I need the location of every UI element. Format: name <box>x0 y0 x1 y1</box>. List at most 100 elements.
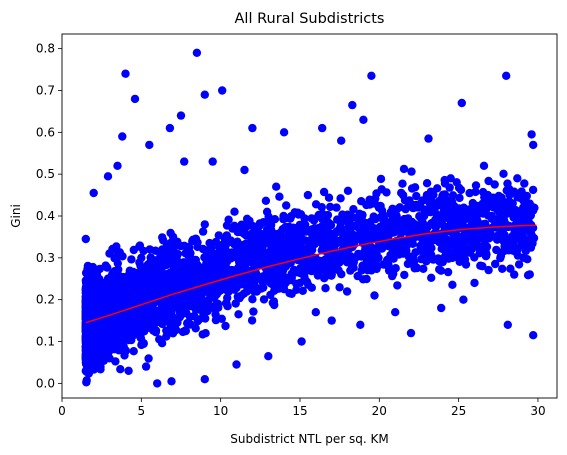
scatter-point <box>439 229 447 237</box>
scatter-point <box>282 201 290 209</box>
x-tick-label: 0 <box>58 404 66 418</box>
scatter-point <box>262 197 270 205</box>
scatter-point <box>189 272 197 280</box>
scatter-point <box>504 321 512 329</box>
scatter-point <box>459 296 467 304</box>
scatter-point <box>82 235 90 243</box>
scatter-point <box>439 191 447 199</box>
scatter-point <box>449 231 457 239</box>
scatter-point <box>484 266 492 274</box>
y-tick-label: 0.1 <box>36 335 55 349</box>
scatter-point <box>386 251 394 259</box>
chart-title: All Rural Subdistricts <box>235 11 385 27</box>
x-tick-label: 5 <box>138 404 146 418</box>
scatter-point <box>312 200 320 208</box>
scatter-point <box>441 176 449 184</box>
x-tick-label: 10 <box>213 404 228 418</box>
scatter-point <box>193 243 201 251</box>
scatter-point <box>322 272 330 280</box>
scatter-point <box>346 266 354 274</box>
scatter-point <box>264 352 272 360</box>
scatter-point <box>366 218 374 226</box>
scatter-point <box>254 228 262 236</box>
scatter-point <box>230 208 238 216</box>
scatter-point <box>529 141 537 149</box>
scatter-point <box>448 198 456 206</box>
scatter-point <box>201 91 209 99</box>
scatter-point <box>400 165 408 173</box>
scatter-point <box>417 214 425 222</box>
scatter-point <box>221 322 229 330</box>
scatter-point <box>120 317 128 325</box>
scatter-point <box>270 301 278 309</box>
scatter-point <box>271 215 279 223</box>
scatter-point <box>230 286 238 294</box>
scatter-point <box>114 324 122 332</box>
scatter-point <box>180 157 188 165</box>
scatter-point <box>299 221 307 229</box>
scatter-point <box>215 259 223 267</box>
scatter-point <box>391 308 399 316</box>
scatter-point <box>130 347 138 355</box>
scatter-point <box>171 323 179 331</box>
scatter-point <box>456 258 464 266</box>
scatter-point <box>244 218 252 226</box>
scatter-point <box>408 184 416 192</box>
scatter-point <box>434 200 442 208</box>
scatter-point <box>232 360 240 368</box>
scatter-point <box>466 205 474 213</box>
scatter-point <box>409 240 417 248</box>
scatter-point <box>166 229 174 237</box>
scatter-point <box>466 214 474 222</box>
scatter-point <box>118 132 126 140</box>
scatter-point <box>185 243 193 251</box>
scatter-point <box>201 314 209 322</box>
plot-area <box>62 34 557 398</box>
scatter-point <box>277 232 285 240</box>
scatter-point <box>253 287 261 295</box>
scatter-point <box>263 225 271 233</box>
scatter-point <box>517 190 525 198</box>
scatter-point <box>248 124 256 132</box>
scatter-point <box>482 248 490 256</box>
scatter-point <box>348 101 356 109</box>
scatter-point <box>358 211 366 219</box>
scatter-point <box>170 255 178 263</box>
y-tick-label: 0.4 <box>36 209 55 223</box>
scatter-point <box>435 265 443 273</box>
scatter-point <box>448 281 456 289</box>
scatter-point <box>175 313 183 321</box>
scatter-point <box>377 175 385 183</box>
scatter-point <box>314 270 322 278</box>
scatter-point <box>470 279 478 287</box>
scatter-point <box>201 375 209 383</box>
scatter-point <box>218 248 226 256</box>
x-tick-label: 25 <box>451 404 466 418</box>
scatter-point <box>137 324 145 332</box>
scatter-point <box>290 266 298 274</box>
scatter-point <box>119 285 127 293</box>
scatter-point <box>259 275 267 283</box>
scatter-point <box>378 206 386 214</box>
scatter-point <box>194 262 202 270</box>
scatter-point <box>215 231 223 239</box>
scatter-point <box>152 268 160 276</box>
scatter-point <box>448 240 456 248</box>
scatter-point <box>479 188 487 196</box>
scatter-point <box>374 254 382 262</box>
scatter-point <box>149 327 157 335</box>
scatter-point <box>407 329 415 337</box>
scatter-point <box>153 379 161 387</box>
scatter-point <box>147 259 155 267</box>
scatter-point <box>528 235 536 243</box>
scatter-point <box>197 297 205 305</box>
scatter-point <box>295 230 303 238</box>
scatter-point <box>393 281 401 289</box>
scatter-point <box>335 283 343 291</box>
scatter-point <box>136 292 144 300</box>
scatter-point <box>514 251 522 259</box>
scatter-point <box>492 246 500 254</box>
scatter-point <box>397 189 405 197</box>
scatter-point <box>115 346 123 354</box>
scatter-point <box>309 241 317 249</box>
